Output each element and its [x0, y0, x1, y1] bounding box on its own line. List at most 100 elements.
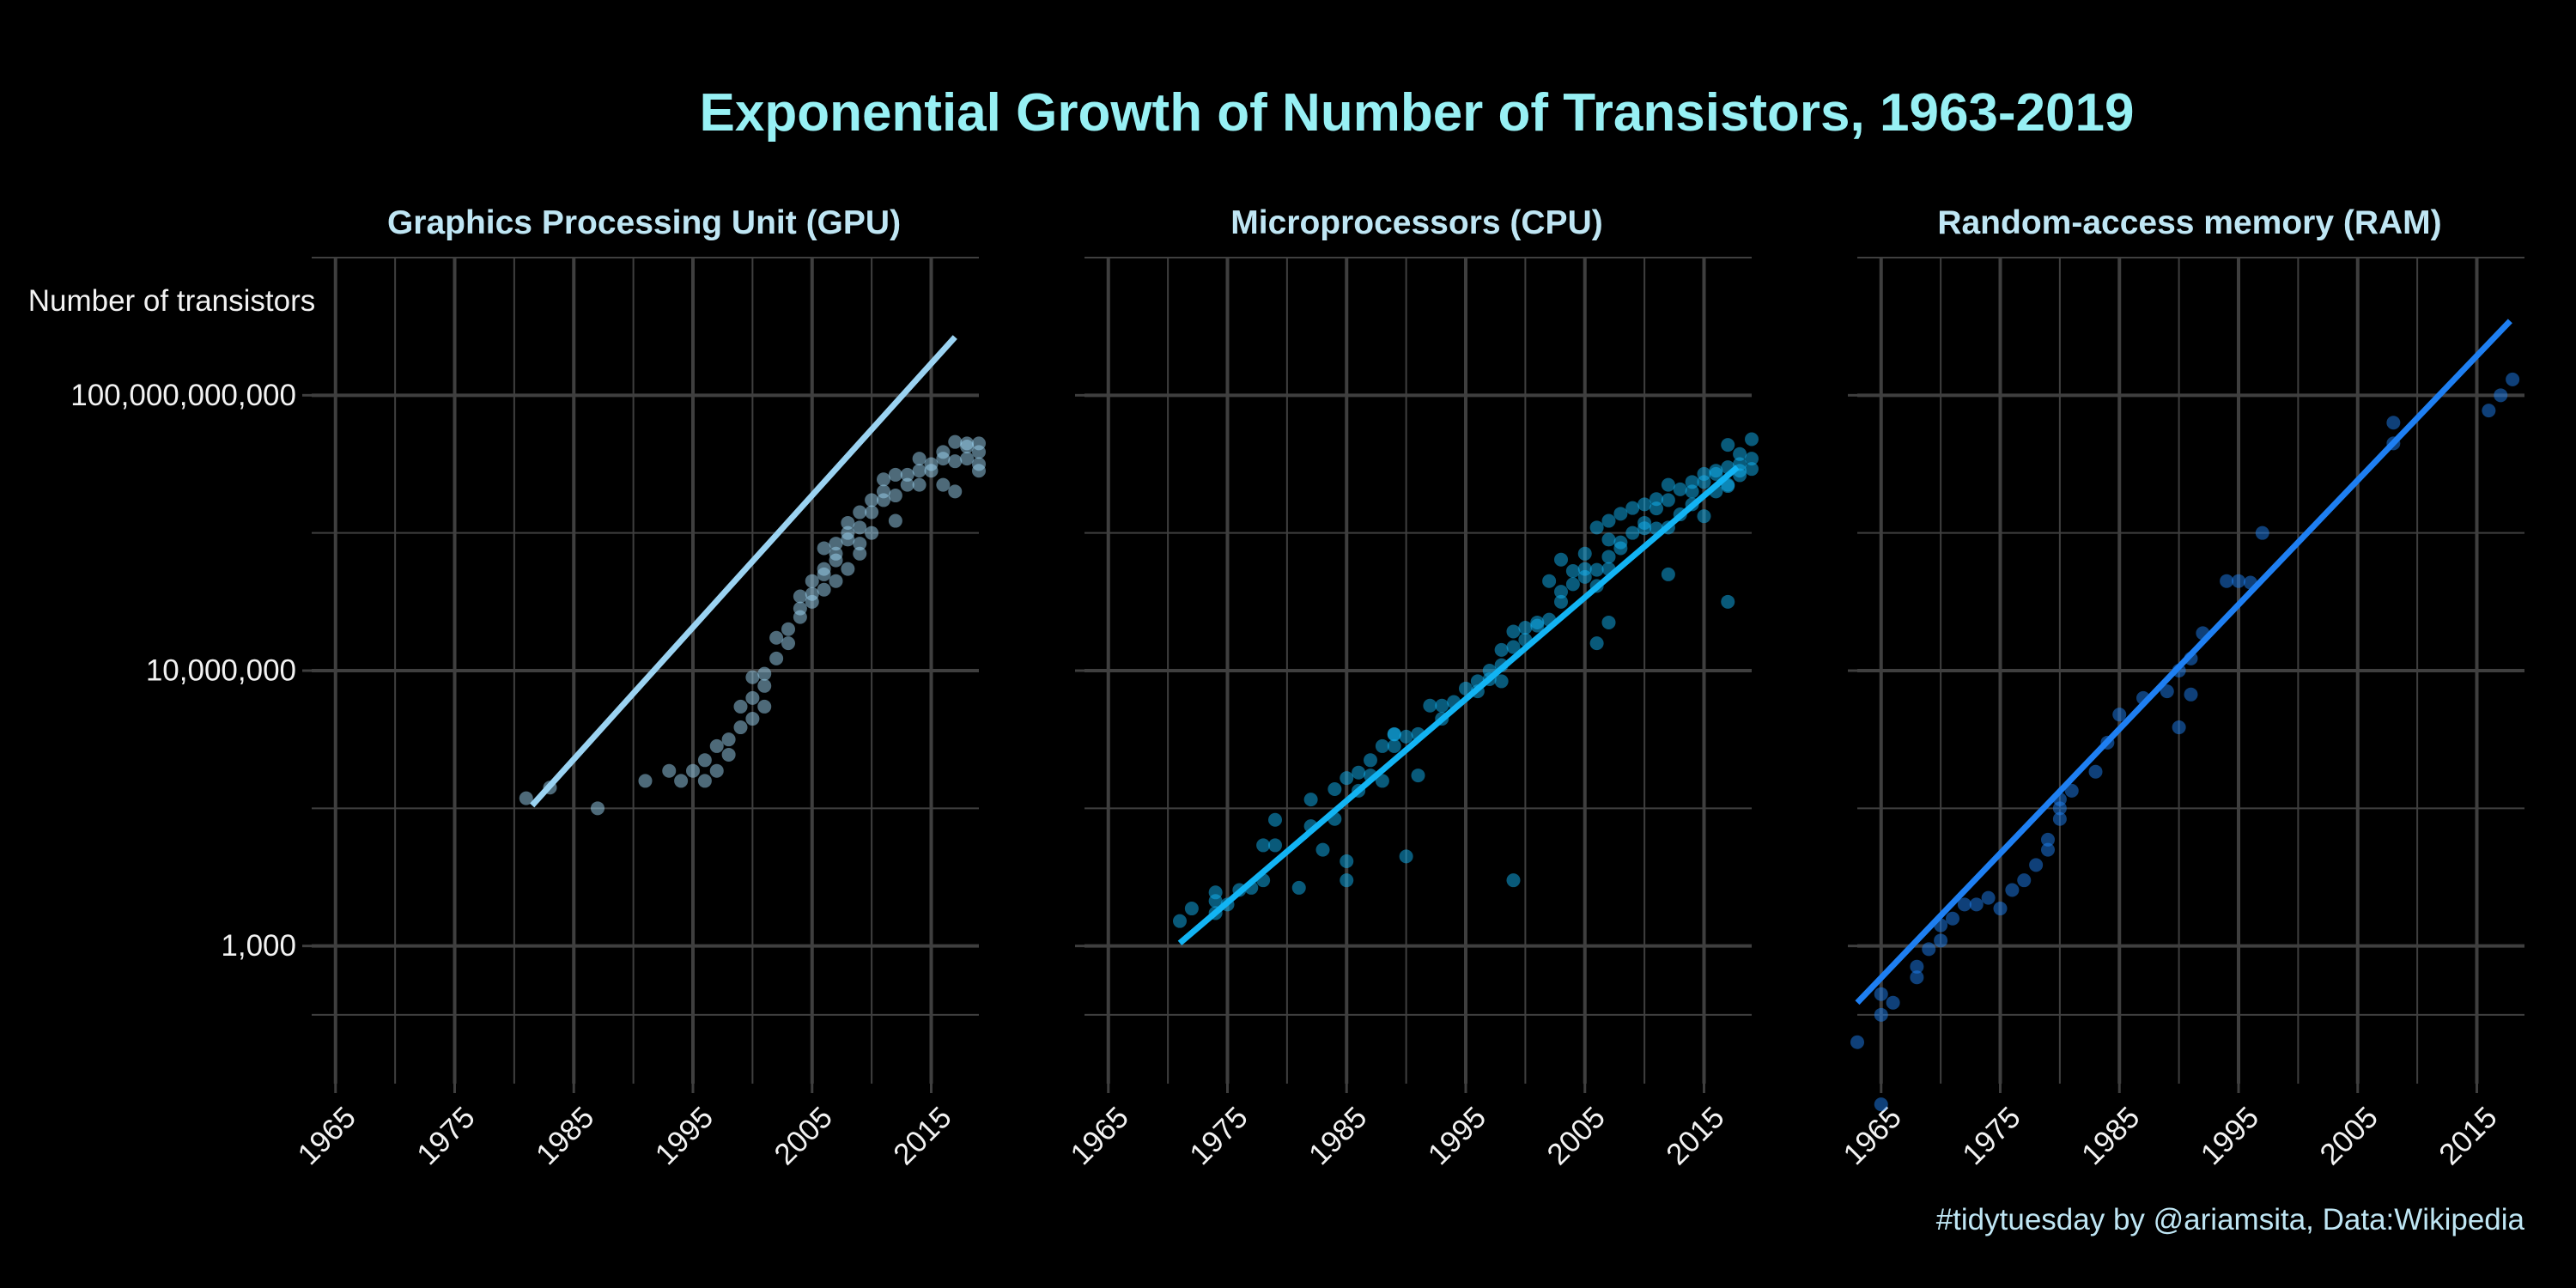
- data-point-cpu: [1601, 532, 1616, 547]
- data-point-cpu: [1554, 552, 1568, 567]
- data-point-gpu: [853, 520, 867, 535]
- grid-gpu: [312, 257, 979, 1084]
- data-point-gpu: [757, 678, 772, 693]
- data-point-gpu: [841, 515, 855, 530]
- data-point-cpu: [1494, 674, 1509, 689]
- data-point-gpu: [948, 434, 963, 449]
- data-point-ram: [1886, 995, 1900, 1010]
- data-point-gpu: [936, 452, 951, 466]
- chart-caption: #tidytuesday by @ariamsita, Data:Wikiped…: [1936, 1203, 2525, 1236]
- data-point-gpu: [721, 732, 736, 747]
- data-point-cpu: [1291, 880, 1306, 895]
- data-point-gpu: [865, 505, 879, 519]
- data-point-gpu: [733, 720, 748, 735]
- data-point-cpu: [1506, 624, 1521, 639]
- data-point-cpu: [1364, 753, 1377, 768]
- data-point-ram: [2172, 720, 2186, 735]
- data-point-cpu: [1697, 466, 1711, 481]
- data-point-gpu: [638, 774, 653, 788]
- data-point-gpu: [662, 763, 677, 778]
- data-point-cpu: [1315, 842, 1330, 857]
- data-point-cpu: [1637, 515, 1652, 530]
- data-point-cpu: [1375, 774, 1389, 788]
- trend-ram: [1855, 319, 2512, 1005]
- data-point-gpu: [853, 537, 867, 551]
- data-point-cpu: [1589, 520, 1604, 535]
- data-point-gpu: [841, 532, 855, 547]
- data-point-gpu: [853, 546, 867, 561]
- data-point-gpu: [888, 467, 902, 482]
- data-point-cpu: [1554, 585, 1568, 599]
- data-point-gpu: [519, 791, 533, 805]
- data-point-gpu: [686, 763, 700, 778]
- data-point-cpu: [1637, 497, 1652, 512]
- data-point-ram: [1957, 897, 1971, 912]
- data-point-cpu: [1340, 873, 1354, 888]
- data-point-cpu: [1565, 563, 1580, 578]
- trend-gpu: [530, 335, 957, 808]
- data-point-cpu: [1423, 698, 1437, 713]
- data-point-gpu: [948, 484, 963, 499]
- data-point-cpu: [1530, 615, 1545, 629]
- data-point-cpu: [1399, 729, 1413, 744]
- data-point-ram: [2506, 372, 2520, 386]
- data-point-gpu: [733, 699, 748, 714]
- data-point-cpu: [1303, 793, 1318, 807]
- data-point-cpu: [1387, 738, 1401, 753]
- data-point-cpu: [1340, 771, 1354, 786]
- data-point-cpu: [1745, 452, 1759, 466]
- data-point-gpu: [853, 505, 867, 519]
- y-tick-label: 100,000,000,000: [70, 379, 296, 412]
- data-point-cpu: [1745, 462, 1759, 477]
- data-point-gpu: [805, 594, 819, 609]
- data-point-gpu: [709, 763, 724, 778]
- data-point-cpu: [1685, 484, 1699, 499]
- data-point-cpu: [1733, 447, 1747, 461]
- data-point-cpu: [1459, 681, 1473, 696]
- data-point-ram: [1922, 942, 1936, 957]
- data-point-ram: [1981, 890, 1996, 905]
- data-point-gpu: [924, 464, 939, 478]
- data-point-ram: [2052, 811, 2067, 826]
- data-point-cpu: [1208, 885, 1223, 900]
- data-point-ram: [2041, 842, 2055, 857]
- data-point-gpu: [817, 582, 831, 597]
- data-point-ram: [1850, 1035, 1864, 1049]
- data-point-gpu: [877, 472, 890, 487]
- data-point-cpu: [1352, 765, 1366, 780]
- data-point-cpu: [1625, 501, 1640, 515]
- data-point-gpu: [865, 493, 879, 507]
- data-point-cpu: [1721, 438, 1735, 453]
- data-point-cpu: [1685, 475, 1699, 489]
- data-point-cpu: [1542, 574, 1557, 588]
- data-point-gpu: [841, 562, 855, 576]
- data-point-gpu: [591, 801, 605, 816]
- data-point-gpu: [745, 712, 760, 726]
- data-point-cpu: [1518, 621, 1533, 635]
- data-point-gpu: [745, 670, 760, 684]
- data-point-gpu: [900, 467, 914, 482]
- data-point-cpu: [1589, 636, 1604, 651]
- data-point-ram: [2041, 832, 2055, 847]
- data-point-gpu: [829, 537, 843, 551]
- data-point-cpu: [1673, 482, 1687, 496]
- data-point-gpu: [757, 666, 772, 681]
- data-point-ram: [2052, 801, 2067, 816]
- data-point-cpu: [1661, 477, 1675, 492]
- data-point-gpu: [781, 636, 795, 651]
- data-point-cpu: [1268, 838, 1282, 853]
- data-point-gpu: [674, 774, 689, 788]
- data-point-cpu: [1613, 541, 1628, 556]
- data-point-gpu: [721, 747, 736, 762]
- data-point-gpu: [936, 477, 951, 492]
- points-gpu: [519, 434, 986, 816]
- data-point-gpu: [793, 601, 807, 616]
- data-point-ram: [2064, 783, 2079, 798]
- data-point-ram: [1946, 911, 1959, 926]
- data-point-cpu: [1411, 769, 1425, 783]
- data-point-gpu: [912, 464, 927, 478]
- y-axis-label: Number of transistors: [28, 284, 316, 318]
- data-point-ram: [2232, 574, 2245, 588]
- data-point-ram: [1874, 1097, 1888, 1112]
